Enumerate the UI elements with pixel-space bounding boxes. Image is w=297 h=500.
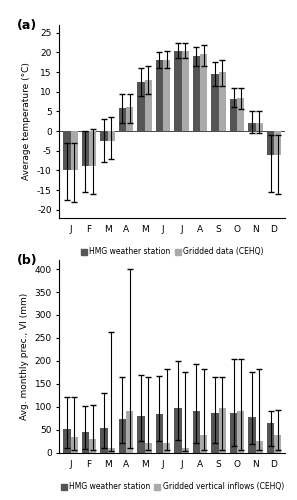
Bar — [119, 419, 126, 452]
Bar — [126, 108, 133, 131]
Bar — [274, 131, 281, 154]
Bar — [100, 131, 108, 141]
Bar — [108, 448, 115, 452]
Bar — [163, 444, 170, 452]
Bar — [219, 72, 225, 131]
Bar — [108, 131, 115, 141]
Bar — [156, 414, 163, 453]
Bar — [249, 417, 255, 452]
Legend: HMG weather station, Gridded data (CEHQ): HMG weather station, Gridded data (CEHQ) — [78, 244, 266, 260]
Bar — [200, 435, 207, 452]
Bar — [255, 441, 263, 452]
Bar — [237, 98, 244, 131]
Bar — [219, 408, 225, 453]
Bar — [163, 60, 170, 131]
Bar — [267, 422, 274, 452]
Bar — [230, 99, 237, 131]
Y-axis label: Avg. monthly prec., VI (mm): Avg. monthly prec., VI (mm) — [20, 292, 29, 420]
Bar — [193, 411, 200, 453]
Text: (b): (b) — [17, 254, 37, 267]
Bar — [211, 74, 219, 131]
Bar — [89, 131, 96, 166]
Bar — [100, 428, 108, 452]
Bar — [64, 428, 70, 452]
Bar — [70, 438, 78, 452]
Bar — [237, 411, 244, 453]
Bar — [138, 82, 145, 131]
Bar — [82, 131, 89, 166]
Y-axis label: Average temperature (°C): Average temperature (°C) — [23, 62, 31, 180]
Bar — [181, 448, 189, 452]
Bar — [64, 131, 70, 170]
Bar — [255, 123, 263, 131]
Bar — [200, 54, 207, 131]
Bar — [174, 50, 181, 131]
Bar — [274, 435, 281, 452]
Text: (a): (a) — [17, 19, 37, 32]
Bar — [145, 80, 151, 131]
Bar — [211, 412, 219, 453]
Legend: HMG weather station, Gridded vertical inflows (CEHQ): HMG weather station, Gridded vertical in… — [58, 480, 287, 494]
Bar — [193, 56, 200, 131]
Bar — [126, 411, 133, 453]
Bar — [138, 416, 145, 453]
Bar — [119, 108, 126, 131]
Bar — [174, 408, 181, 453]
Bar — [230, 412, 237, 453]
Bar — [70, 131, 78, 170]
Bar — [156, 60, 163, 131]
Bar — [249, 123, 255, 131]
Bar — [89, 439, 96, 452]
Bar — [267, 131, 274, 154]
Bar — [82, 432, 89, 452]
Bar — [181, 50, 189, 131]
Bar — [145, 444, 151, 452]
